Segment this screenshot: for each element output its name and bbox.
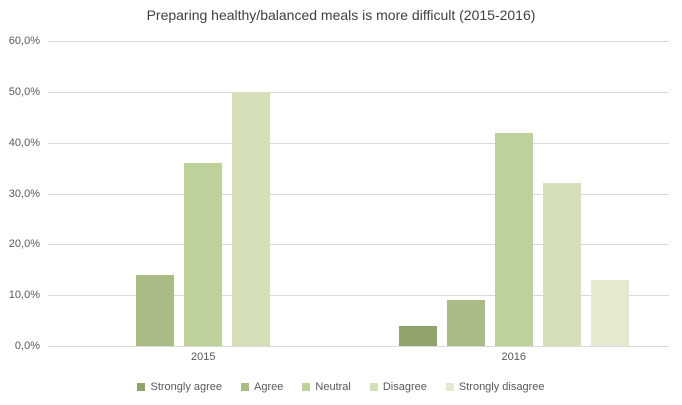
legend-label: Strongly agree bbox=[150, 381, 223, 393]
bar-disagree-2016 bbox=[542, 183, 581, 346]
legend-swatch-icon bbox=[241, 383, 250, 391]
legend-swatch-icon bbox=[369, 383, 378, 391]
x-axis-label-2016: 2016 bbox=[501, 351, 526, 363]
legend-label: Agree bbox=[254, 381, 284, 393]
gridline bbox=[48, 41, 669, 42]
bar-agree-2016 bbox=[446, 300, 485, 346]
y-tick-label: 20,0% bbox=[8, 238, 40, 251]
gridline bbox=[48, 346, 669, 347]
y-tick-label: 60,0% bbox=[8, 35, 40, 47]
y-tick-label: 30,0% bbox=[8, 187, 40, 200]
legend-swatch-icon bbox=[445, 383, 454, 391]
legend-item-strongly-disagree: Strongly disagree bbox=[445, 381, 545, 393]
gridline bbox=[48, 295, 669, 297]
gridline bbox=[48, 193, 669, 195]
bar-group-2016 bbox=[359, 41, 670, 346]
bar-agree-2015 bbox=[136, 274, 175, 346]
gridline bbox=[48, 244, 669, 246]
gridline bbox=[48, 142, 669, 144]
x-axis-label-2015: 2015 bbox=[191, 351, 216, 363]
bar-neutral-2015 bbox=[184, 163, 223, 346]
legend-label: Neutral bbox=[315, 381, 351, 393]
legend-item-strongly-agree: Strongly agree bbox=[137, 381, 222, 393]
y-tick-label: 50,0% bbox=[8, 85, 40, 98]
bar-neutral-2016 bbox=[494, 132, 533, 346]
legend-item-agree: Agree bbox=[241, 381, 283, 393]
chart-title: Preparing healthy/balanced meals is more… bbox=[146, 7, 536, 23]
legend-label: Disagree bbox=[382, 381, 427, 393]
plot-area bbox=[48, 41, 669, 347]
legend: Strongly agree Agree Neutral Disagree Strong… bbox=[0, 381, 682, 393]
x-axis: 2015 2016 bbox=[48, 351, 669, 363]
bar-groups bbox=[48, 41, 669, 346]
legend-item-disagree: Disagree bbox=[369, 381, 427, 393]
legend-item-neutral: Neutral bbox=[302, 381, 351, 393]
legend-swatch-icon bbox=[137, 383, 146, 391]
y-tick-label: 40,0% bbox=[8, 136, 40, 149]
gridline bbox=[48, 91, 669, 93]
y-tick-label: 10,0% bbox=[8, 289, 40, 302]
bar-disagree-2015 bbox=[232, 91, 271, 346]
y-tick-label: 0,0% bbox=[14, 340, 40, 352]
bar-group-2015 bbox=[48, 41, 359, 346]
bar-strongly-disagree-2016 bbox=[590, 279, 629, 346]
bar-strongly-agree-2016 bbox=[398, 325, 437, 346]
y-axis: 0,0% 10,0% 20,0% 30,0% 40,0% 50,0% 60,0% bbox=[0, 35, 40, 352]
legend-label: Strongly disagree bbox=[458, 381, 545, 393]
legend-swatch-icon bbox=[302, 383, 311, 391]
